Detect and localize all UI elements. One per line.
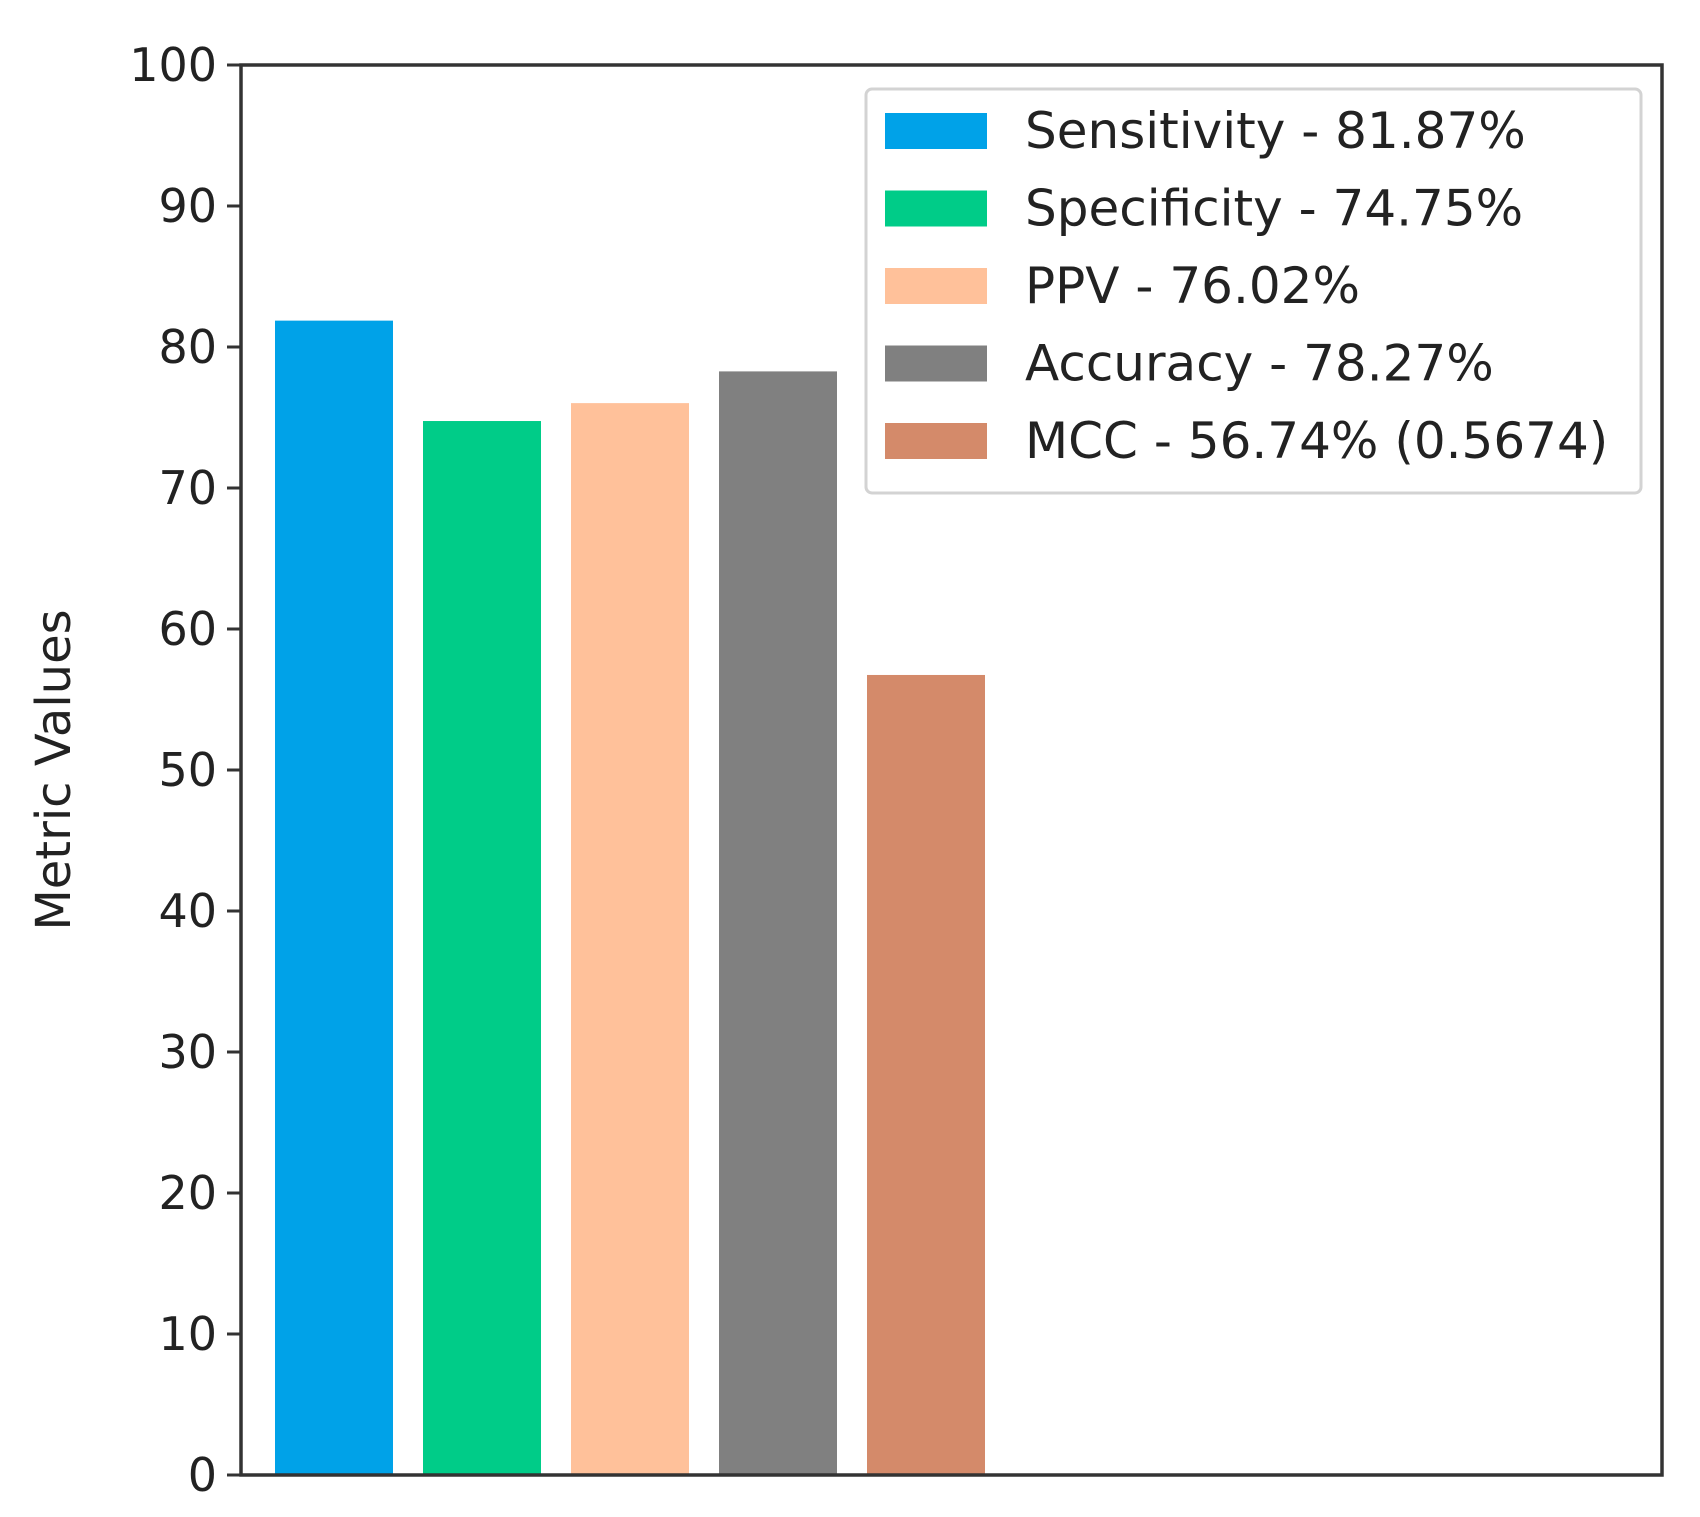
y-tick-label: 10	[158, 1307, 217, 1361]
y-tick-label: 40	[158, 884, 217, 938]
y-tick-label: 50	[158, 743, 217, 797]
bars-layer	[275, 320, 985, 1475]
legend-frame	[864, 87, 1643, 495]
legend-swatch-accuracy	[885, 345, 987, 382]
y-axis: 0 10 20 30 40 50 60 70 80 90 100	[129, 38, 241, 1502]
legend-label-specificity: Specificity - 74.75%	[1025, 180, 1523, 238]
legend-label-ppv: PPV - 76.02%	[1025, 257, 1360, 315]
y-tick-label: 30	[158, 1025, 217, 1079]
legend-label-mcc: MCC - 56.74% (0.5674)	[1025, 412, 1608, 470]
legend-label-accuracy: Accuracy - 78.27%	[1025, 335, 1494, 393]
legend-swatch-mcc	[885, 423, 987, 459]
legend-swatch-ppv	[885, 268, 987, 304]
bar-sensitivity	[275, 320, 393, 1475]
bar-ppv	[571, 403, 689, 1475]
y-tick-label: 20	[158, 1166, 217, 1220]
y-tick-label: 70	[158, 461, 217, 515]
y-tick-label: 90	[158, 179, 217, 233]
legend: Sensitivity - 81.87% Specificity - 74.75%…	[864, 87, 1643, 495]
y-axis-label: Metric Values	[26, 609, 82, 930]
legend-swatch-sensitivity	[885, 113, 987, 149]
bar-specificity	[423, 421, 541, 1475]
y-tick-label: 0	[188, 1448, 217, 1502]
y-tick-label: 60	[158, 602, 217, 656]
legend-swatch-specificity	[885, 190, 987, 227]
bar-accuracy	[719, 371, 837, 1475]
plot-frame	[239, 63, 1664, 1477]
y-tick-label: 100	[129, 38, 217, 92]
bar-mcc	[867, 674, 985, 1475]
y-tick-label: 80	[158, 320, 217, 374]
legend-label-sensitivity: Sensitivity - 81.87%	[1025, 102, 1526, 160]
